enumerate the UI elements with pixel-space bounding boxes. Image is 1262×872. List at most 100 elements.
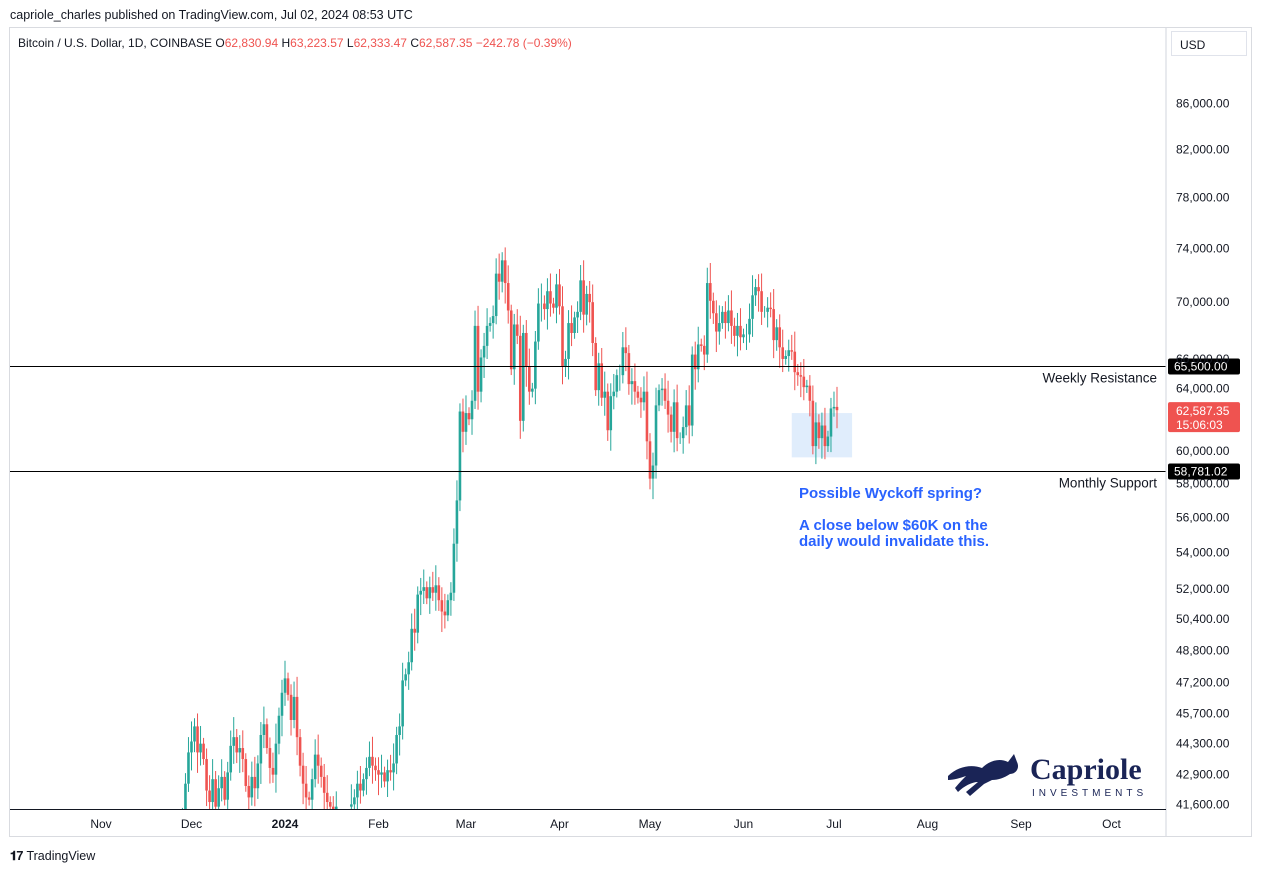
candle[interactable]	[199, 725, 202, 766]
candle[interactable]	[835, 386, 839, 429]
candle[interactable]	[422, 569, 426, 604]
candle[interactable]	[543, 295, 546, 320]
candle[interactable]	[537, 288, 540, 350]
candle[interactable]	[739, 308, 742, 351]
candle[interactable]	[709, 262, 712, 319]
candle[interactable]	[531, 382, 534, 398]
candle[interactable]	[672, 389, 676, 453]
candle[interactable]	[449, 582, 453, 616]
candle[interactable]	[600, 348, 604, 406]
candle[interactable]	[799, 362, 803, 398]
candle[interactable]	[615, 369, 619, 398]
candle[interactable]	[506, 265, 510, 324]
candle[interactable]	[549, 273, 552, 317]
candle[interactable]	[621, 332, 625, 384]
candle[interactable]	[802, 358, 806, 401]
candle[interactable]	[612, 373, 616, 410]
candle[interactable]	[829, 397, 833, 453]
candle[interactable]	[699, 338, 703, 352]
candle[interactable]	[675, 384, 679, 452]
currency-button[interactable]: USD	[1171, 31, 1247, 56]
candle[interactable]	[250, 761, 254, 806]
candle[interactable]	[193, 718, 196, 753]
candle[interactable]	[573, 311, 576, 339]
candle[interactable]	[301, 752, 305, 805]
candle[interactable]	[567, 310, 570, 380]
candle[interactable]	[579, 265, 582, 321]
candle[interactable]	[440, 587, 444, 633]
candle[interactable]	[374, 757, 377, 781]
candle[interactable]	[365, 757, 368, 795]
candle[interactable]	[718, 305, 721, 345]
candle[interactable]	[757, 274, 760, 312]
candle[interactable]	[398, 713, 401, 756]
tradingview-footer[interactable]: 𝟏7 TradingView	[10, 848, 95, 864]
candle[interactable]	[515, 309, 519, 345]
candle[interactable]	[313, 739, 317, 788]
candle[interactable]	[681, 416, 685, 454]
candle[interactable]	[241, 730, 245, 773]
candle[interactable]	[811, 385, 815, 455]
candle[interactable]	[627, 344, 631, 395]
candle[interactable]	[268, 737, 272, 784]
candle[interactable]	[238, 735, 242, 773]
candle[interactable]	[220, 759, 223, 802]
candle[interactable]	[214, 770, 217, 809]
candle[interactable]	[467, 407, 471, 426]
candle[interactable]	[645, 371, 649, 460]
candle[interactable]	[205, 748, 208, 807]
candle[interactable]	[217, 775, 220, 809]
candle[interactable]	[434, 565, 438, 611]
candle[interactable]	[359, 766, 362, 804]
candle[interactable]	[754, 278, 757, 306]
candle[interactable]	[350, 784, 353, 809]
candle[interactable]	[778, 314, 781, 368]
candle[interactable]	[702, 335, 706, 371]
candle[interactable]	[525, 320, 528, 387]
candle[interactable]	[690, 346, 694, 437]
candle[interactable]	[564, 350, 567, 377]
candle[interactable]	[727, 295, 730, 332]
candle[interactable]	[226, 761, 229, 809]
candle[interactable]	[663, 373, 667, 410]
candle[interactable]	[389, 754, 392, 781]
candle[interactable]	[446, 594, 450, 622]
candle[interactable]	[419, 577, 423, 616]
candle[interactable]	[585, 285, 588, 326]
candle[interactable]	[416, 586, 420, 644]
candle[interactable]	[633, 363, 637, 405]
candle[interactable]	[724, 301, 727, 339]
candle[interactable]	[817, 414, 821, 449]
candle[interactable]	[796, 364, 800, 386]
candle[interactable]	[648, 433, 652, 490]
candle[interactable]	[503, 247, 507, 304]
candle[interactable]	[286, 672, 290, 701]
candle[interactable]	[528, 348, 531, 405]
candle[interactable]	[331, 796, 335, 809]
candle[interactable]	[823, 407, 827, 460]
candle[interactable]	[298, 728, 302, 777]
candle[interactable]	[588, 280, 591, 323]
candle[interactable]	[491, 305, 495, 339]
candle[interactable]	[657, 384, 661, 412]
candle[interactable]	[497, 253, 501, 300]
candle[interactable]	[561, 286, 564, 385]
candle[interactable]	[401, 662, 404, 740]
candle[interactable]	[211, 759, 214, 809]
candle[interactable]	[425, 581, 429, 605]
candle[interactable]	[582, 260, 585, 333]
candle[interactable]	[247, 775, 251, 809]
candle[interactable]	[289, 684, 293, 736]
candle[interactable]	[805, 379, 809, 393]
candle[interactable]	[362, 773, 365, 797]
candle[interactable]	[552, 297, 555, 314]
candle[interactable]	[325, 775, 329, 809]
candle[interactable]	[328, 796, 332, 809]
candle[interactable]	[712, 292, 715, 324]
candle[interactable]	[232, 717, 236, 764]
candle[interactable]	[452, 528, 456, 601]
candle[interactable]	[316, 734, 320, 784]
candle[interactable]	[518, 315, 522, 439]
candle[interactable]	[322, 763, 326, 809]
